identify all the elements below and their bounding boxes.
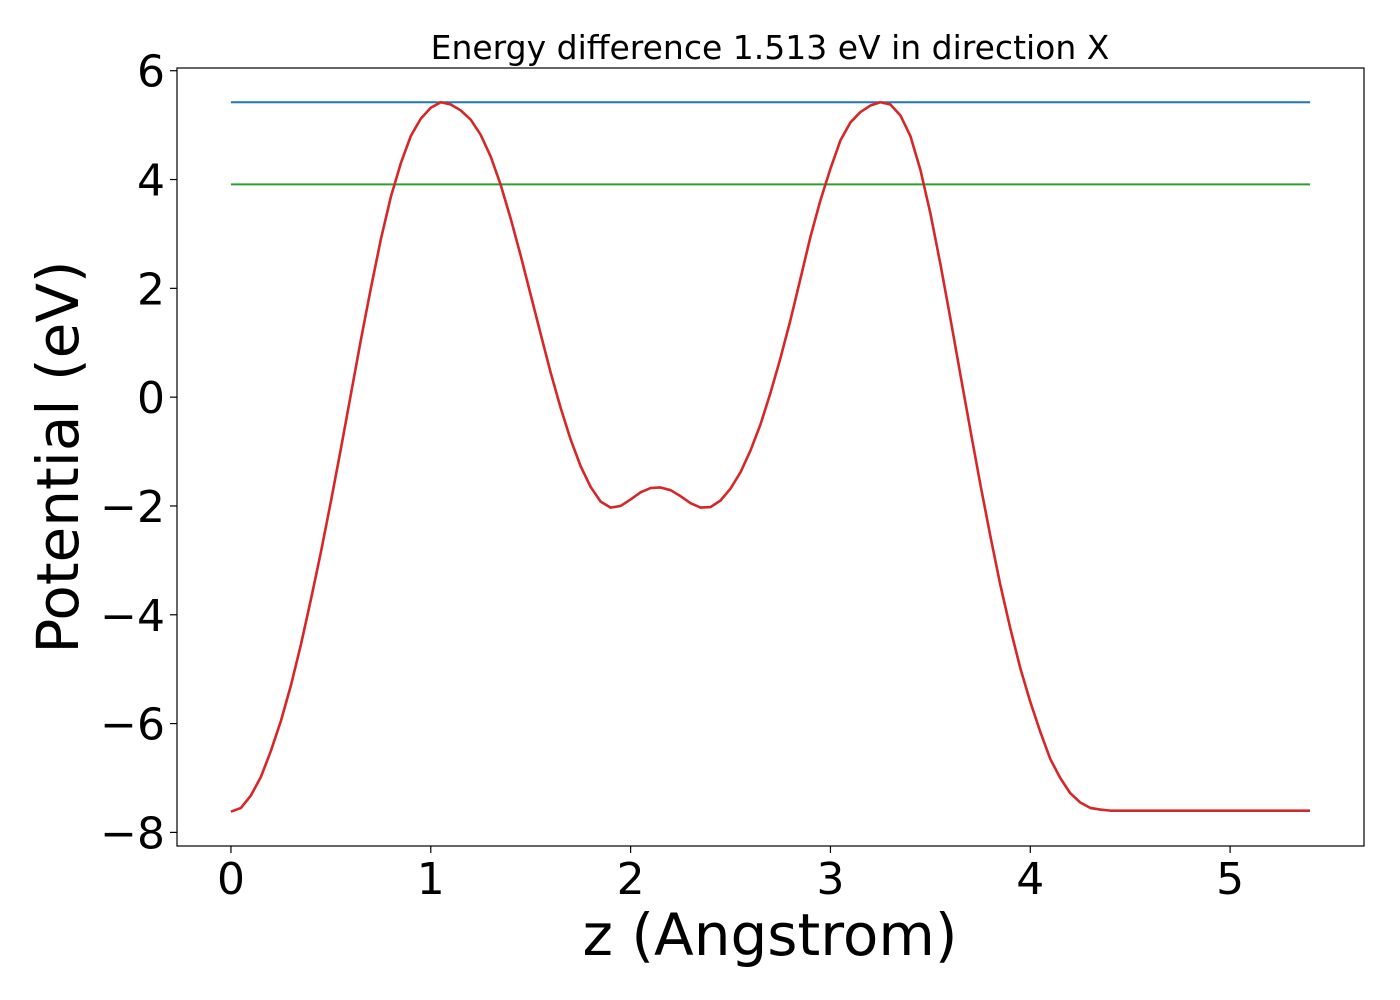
series-layer (230, 100, 1311, 813)
plot-frame (176, 67, 1365, 847)
y-tick-label: −2 (100, 482, 165, 533)
y-tick-label: 2 (137, 264, 165, 315)
x-tick-label: 1 (417, 854, 445, 905)
y-tick-label: 4 (137, 156, 165, 207)
y-tick-label: 6 (137, 47, 165, 98)
y-tick-label: 0 (137, 373, 165, 424)
y-tick-label: −8 (100, 808, 165, 859)
y-tick-label: −6 (100, 700, 165, 751)
chart-title: Energy difference 1.513 eV in direction … (431, 28, 1110, 67)
x-axis: 0 1 2 3 4 5 (217, 846, 1244, 905)
x-tick-label: 3 (816, 854, 844, 905)
x-tick-label: 0 (217, 854, 245, 905)
x-tick-label: 2 (617, 854, 645, 905)
y-axis: −8 −6 −4 −2 0 2 4 6 (100, 47, 177, 859)
x-axis-label: z (Angstrom) (583, 901, 958, 969)
series-line-3 (230, 100, 1311, 813)
y-axis-label: Potential (eV) (24, 260, 92, 653)
y-tick-label: −4 (100, 591, 165, 642)
x-tick-label: 4 (1016, 854, 1044, 905)
x-tick-label: 5 (1216, 854, 1244, 905)
